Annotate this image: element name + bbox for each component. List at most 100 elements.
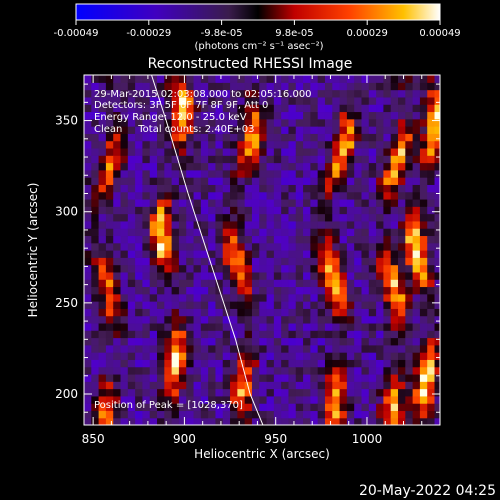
heatmap-cell [427, 395, 436, 404]
heatmap-cell [317, 89, 326, 98]
heatmap-cell [427, 286, 436, 295]
heatmap-cell [288, 301, 297, 309]
heatmap-cell [288, 228, 297, 237]
heatmap-cell [135, 235, 144, 244]
heatmap-cell [266, 271, 275, 280]
heatmap-cell [113, 344, 122, 353]
heatmap-cell [193, 293, 202, 302]
heatmap-cell [208, 206, 217, 215]
heatmap-cell [405, 373, 414, 382]
heatmap-cell [251, 191, 260, 200]
heatmap-cell [303, 257, 311, 266]
heatmap-cell [273, 352, 282, 360]
heatmap-cell [281, 133, 290, 142]
heatmap-cell [142, 330, 151, 339]
heatmap-cell [376, 359, 385, 368]
heatmap-cell [178, 242, 187, 251]
heatmap-cell [149, 330, 158, 339]
heatmap-cell [339, 133, 348, 142]
heatmap-cell [288, 198, 297, 207]
heatmap-cell [105, 228, 114, 237]
heatmap-cell [354, 417, 363, 425]
heatmap-cell [412, 126, 421, 134]
heatmap-cell [186, 250, 195, 258]
heatmap-cell [237, 366, 246, 375]
heatmap-cell [171, 410, 180, 419]
heatmap-cell [390, 359, 399, 368]
heatmap-cell [244, 293, 253, 302]
heatmap-cell [215, 126, 224, 134]
heatmap-cell [135, 220, 144, 229]
heatmap-cell [288, 417, 297, 425]
heatmap-cell [208, 373, 217, 382]
heatmap-cell [164, 410, 173, 419]
heatmap-cell [120, 308, 129, 317]
heatmap-cell [251, 89, 260, 98]
heatmap-cell [412, 315, 421, 324]
heatmap-cell [266, 220, 275, 229]
heatmap-cell [405, 286, 414, 295]
heatmap-cell [135, 293, 144, 302]
heatmap-cell [157, 191, 165, 200]
heatmap-cell [135, 89, 144, 98]
heatmap-cell [295, 373, 304, 382]
heatmap-cell [368, 89, 377, 98]
heatmap-cell [251, 366, 260, 375]
heatmap-cell [259, 344, 268, 353]
heatmap-cell [398, 191, 406, 200]
heatmap-cell [405, 133, 414, 142]
heatmap-cell [281, 184, 290, 193]
heatmap-cell [230, 417, 238, 425]
heatmap-cell [434, 308, 440, 317]
heatmap-cell [412, 395, 421, 404]
heatmap-cell [273, 220, 282, 229]
heatmap-cell [215, 388, 224, 397]
heatmap-cell [127, 388, 136, 397]
heatmap-cell [135, 410, 144, 419]
heatmap-cell [310, 220, 319, 229]
heatmap-cell [171, 322, 180, 331]
heatmap-cell [113, 228, 122, 237]
heatmap-cell [324, 330, 333, 339]
heatmap-cell [266, 344, 275, 353]
heatmap-cell [427, 250, 436, 258]
heatmap-cell [419, 228, 428, 237]
heatmap-cell [200, 359, 209, 368]
heatmap-cell [127, 373, 136, 382]
heatmap-cell [324, 271, 333, 280]
heatmap-cell [324, 352, 333, 360]
heatmap-cell [412, 242, 421, 251]
heatmap-cell [412, 250, 421, 258]
heatmap-cell [368, 96, 377, 105]
heatmap-cell [120, 250, 129, 258]
heatmap-cell [405, 89, 414, 98]
heatmap-cell [244, 140, 253, 149]
heatmap-cell [376, 250, 385, 258]
heatmap-cell [208, 104, 217, 113]
heatmap-cell [295, 213, 304, 222]
heatmap-cell [237, 184, 246, 193]
heatmap-cell [208, 308, 217, 317]
heatmap-cell [98, 147, 107, 156]
heatmap-cell [332, 147, 341, 156]
heatmap-cell [208, 96, 217, 105]
heatmap-cell [230, 89, 238, 98]
heatmap-cell [266, 177, 275, 185]
heatmap-cell [332, 410, 341, 419]
heatmap-cell [149, 191, 158, 200]
heatmap-cell [390, 133, 399, 142]
heatmap-cell [383, 381, 392, 390]
heatmap-cell [295, 235, 304, 244]
heatmap-cell [361, 206, 370, 215]
heatmap-cell [317, 242, 326, 251]
heatmap-cell [222, 264, 231, 273]
heatmap-cell [419, 315, 428, 324]
heatmap-cell [310, 352, 319, 360]
heatmap-cell [295, 344, 304, 353]
heatmap-cell [135, 213, 144, 222]
heatmap-cell [200, 242, 209, 251]
heatmap-cell [332, 96, 341, 105]
heatmap-cell [427, 75, 436, 83]
heatmap-cell [222, 344, 231, 353]
heatmap-cell [171, 286, 180, 295]
